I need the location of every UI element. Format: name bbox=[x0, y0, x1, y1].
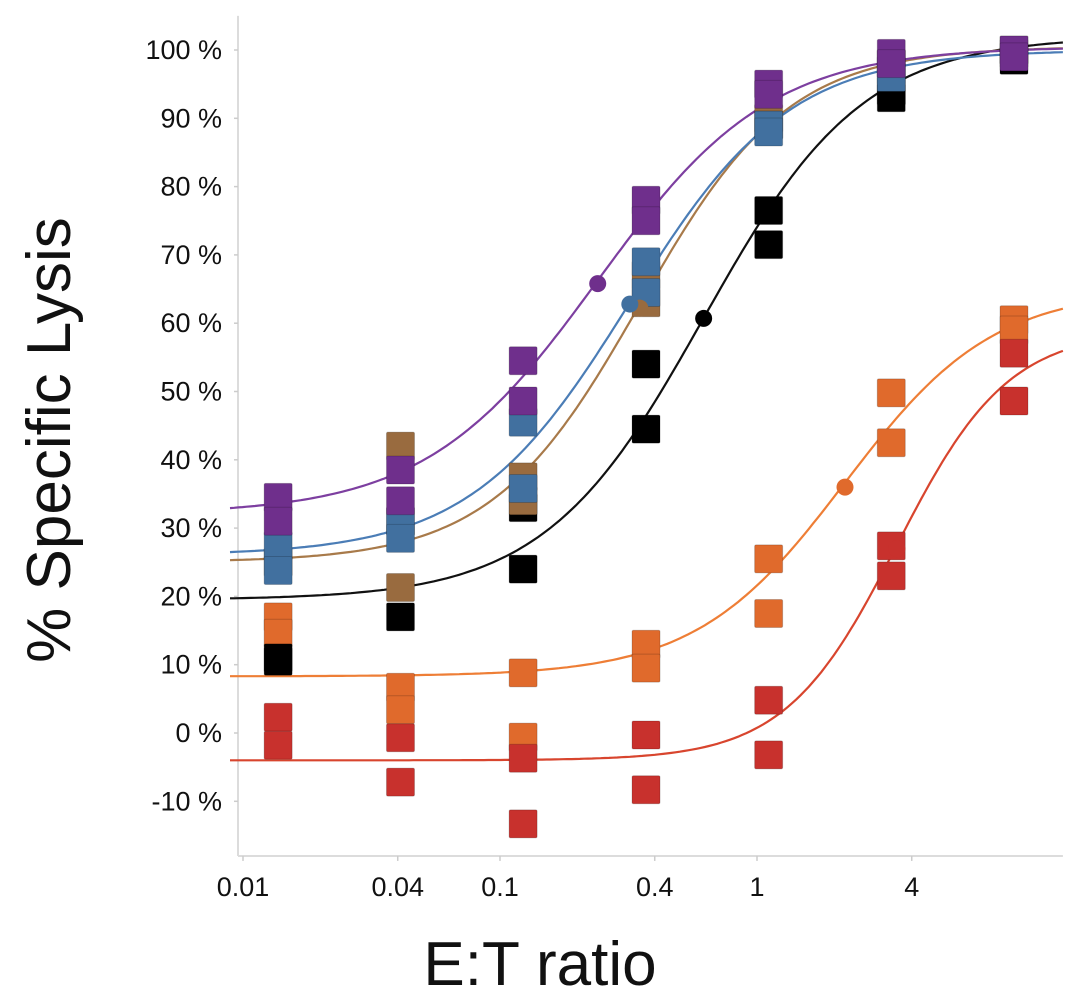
data-point bbox=[999, 42, 1029, 72]
data-point bbox=[385, 695, 415, 725]
x-tick-label: 0.01 bbox=[217, 872, 270, 902]
ec50-point bbox=[888, 540, 906, 558]
y-tick-label: 40 % bbox=[160, 445, 222, 475]
data-point bbox=[508, 658, 538, 688]
data-point bbox=[876, 428, 906, 458]
data-point bbox=[263, 555, 293, 585]
y-tick-label: 30 % bbox=[160, 513, 222, 543]
y-tick-label: -10 % bbox=[151, 786, 222, 816]
data-point bbox=[385, 486, 415, 516]
data-point bbox=[385, 573, 415, 603]
y-tick-label: 70 % bbox=[160, 240, 222, 270]
y-tick-label: 10 % bbox=[160, 650, 222, 680]
data-point bbox=[754, 79, 784, 109]
fit-curve bbox=[230, 349, 1064, 762]
data-point bbox=[999, 386, 1029, 416]
data-point bbox=[999, 338, 1029, 368]
ec50-markers bbox=[589, 275, 906, 558]
data-points bbox=[263, 35, 1029, 839]
y-tick-label: 0 % bbox=[175, 718, 222, 748]
x-tick-label: 4 bbox=[904, 872, 919, 902]
data-point bbox=[385, 455, 415, 485]
data-point bbox=[631, 349, 661, 379]
data-point bbox=[631, 720, 661, 750]
data-point bbox=[263, 506, 293, 536]
y-tick-label: 100 % bbox=[145, 35, 222, 65]
data-point bbox=[631, 414, 661, 444]
x-axis-label: E:T ratio bbox=[423, 930, 656, 999]
data-point bbox=[631, 206, 661, 236]
ec50-point bbox=[589, 275, 607, 293]
data-point bbox=[508, 386, 538, 416]
data-point bbox=[754, 740, 784, 770]
x-tick-label: 0.4 bbox=[636, 872, 674, 902]
data-point bbox=[631, 247, 661, 277]
data-point bbox=[508, 346, 538, 376]
ec50-point bbox=[621, 295, 639, 313]
y-tick-label: 20 % bbox=[160, 581, 222, 611]
y-tick-label: 90 % bbox=[160, 103, 222, 133]
x-tick-label: 1 bbox=[749, 872, 764, 902]
data-point bbox=[631, 775, 661, 805]
ec50-point bbox=[836, 478, 854, 496]
y-tick-label: 50 % bbox=[160, 377, 222, 407]
data-point bbox=[754, 685, 784, 715]
data-point bbox=[631, 653, 661, 683]
axes: 100 %90 %80 %70 %60 %50 %40 %30 %20 %10 … bbox=[145, 15, 1063, 902]
data-point bbox=[385, 767, 415, 797]
data-point bbox=[876, 49, 906, 79]
y-tick-label: 80 % bbox=[160, 172, 222, 202]
y-axis-label: % Specific Lysis bbox=[15, 217, 84, 663]
ec50-point bbox=[695, 309, 713, 327]
x-tick-label: 0.1 bbox=[481, 872, 519, 902]
data-point bbox=[263, 646, 293, 676]
data-point bbox=[263, 730, 293, 760]
data-point bbox=[385, 723, 415, 753]
data-point bbox=[754, 230, 784, 260]
data-point bbox=[263, 618, 293, 648]
data-point bbox=[754, 598, 784, 628]
data-point bbox=[508, 743, 538, 773]
data-point bbox=[754, 544, 784, 574]
data-point bbox=[263, 531, 293, 561]
fit-curve bbox=[230, 41, 1063, 600]
data-point bbox=[876, 561, 906, 591]
x-tick-label: 0.04 bbox=[371, 872, 424, 902]
data-point bbox=[508, 554, 538, 584]
data-point bbox=[263, 702, 293, 732]
data-point bbox=[754, 196, 784, 226]
data-point bbox=[508, 809, 538, 839]
data-point bbox=[385, 602, 415, 632]
data-point bbox=[385, 523, 415, 553]
data-point bbox=[508, 473, 538, 503]
y-tick-label: 60 % bbox=[160, 308, 222, 338]
data-point bbox=[876, 378, 906, 408]
data-point bbox=[754, 117, 784, 147]
